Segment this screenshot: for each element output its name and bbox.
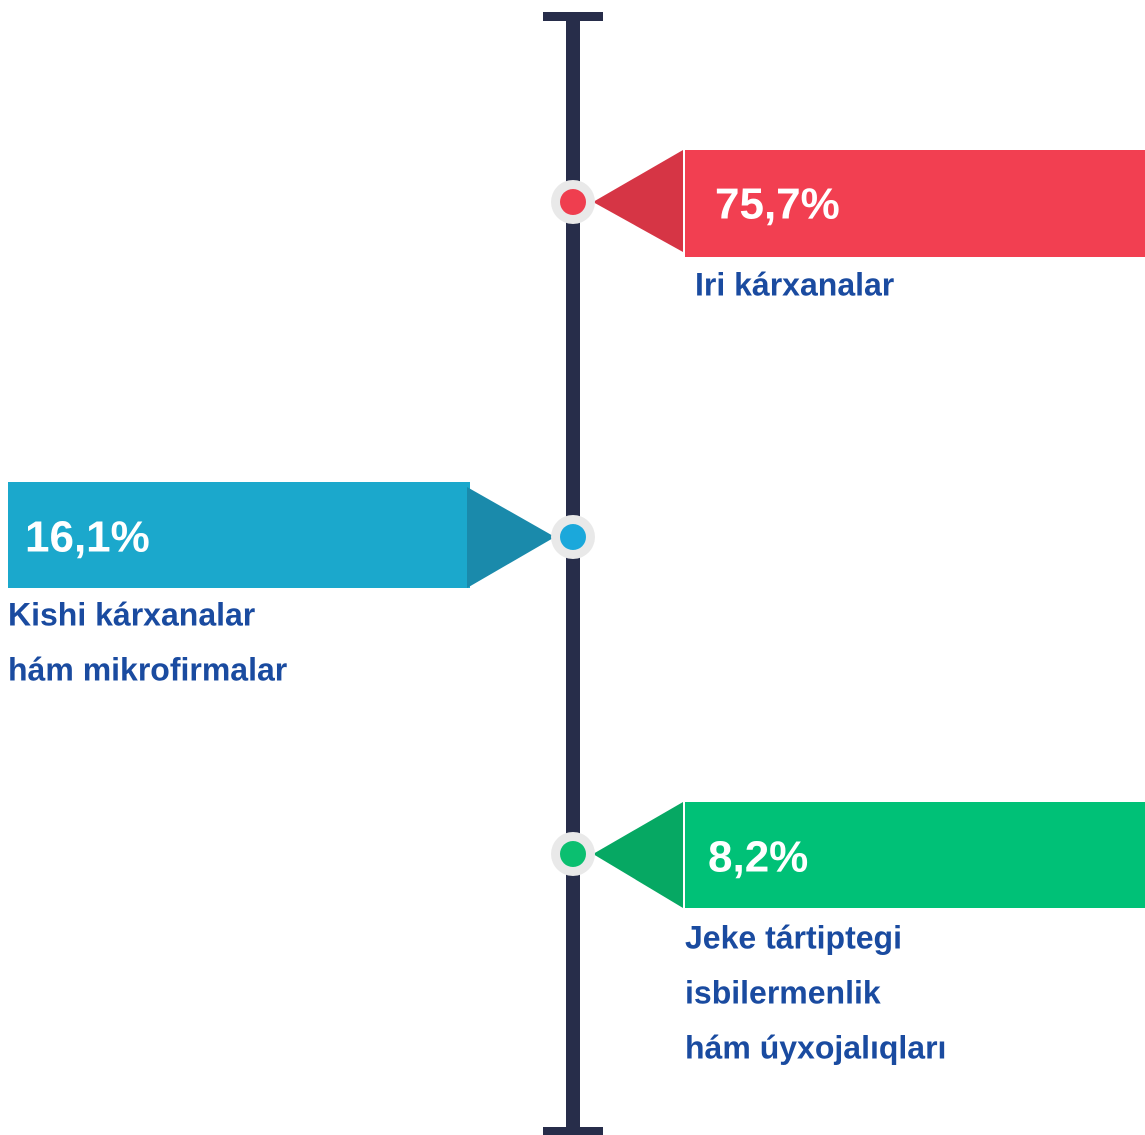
dot <box>560 524 586 550</box>
label: hám mikrofirmalar <box>8 651 287 687</box>
value: 8,2% <box>708 833 808 882</box>
dot <box>560 841 586 867</box>
dot <box>560 189 586 215</box>
banner <box>685 802 1145 908</box>
label: Kishi kárxanalar <box>8 596 255 632</box>
timeline-cap <box>543 12 603 21</box>
value: 16,1% <box>25 513 150 562</box>
banner <box>8 482 470 588</box>
value: 75,7% <box>715 180 840 229</box>
pointer <box>593 802 683 908</box>
timeline-cap <box>543 1127 603 1135</box>
banner <box>685 150 1145 257</box>
label: Jeke tártiptegi <box>685 919 902 955</box>
label: hám úyxojalıqları <box>685 1029 946 1065</box>
pointer <box>467 487 555 588</box>
pointer <box>593 150 683 252</box>
label: isbilermenlik <box>685 974 881 1010</box>
label: Iri kárxanalar <box>695 266 894 302</box>
